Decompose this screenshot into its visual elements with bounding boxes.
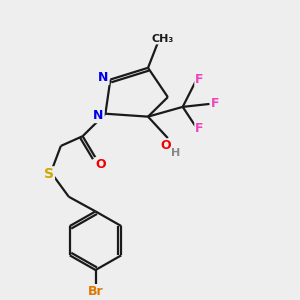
Text: N: N — [93, 109, 104, 122]
Text: F: F — [195, 122, 204, 135]
Text: N: N — [98, 71, 109, 84]
Text: H: H — [171, 148, 180, 158]
Text: O: O — [95, 158, 106, 171]
Text: F: F — [211, 98, 220, 110]
Text: CH₃: CH₃ — [152, 34, 174, 44]
Text: S: S — [44, 167, 54, 181]
Text: O: O — [160, 140, 171, 152]
Text: Br: Br — [88, 285, 103, 298]
Text: F: F — [195, 73, 204, 86]
